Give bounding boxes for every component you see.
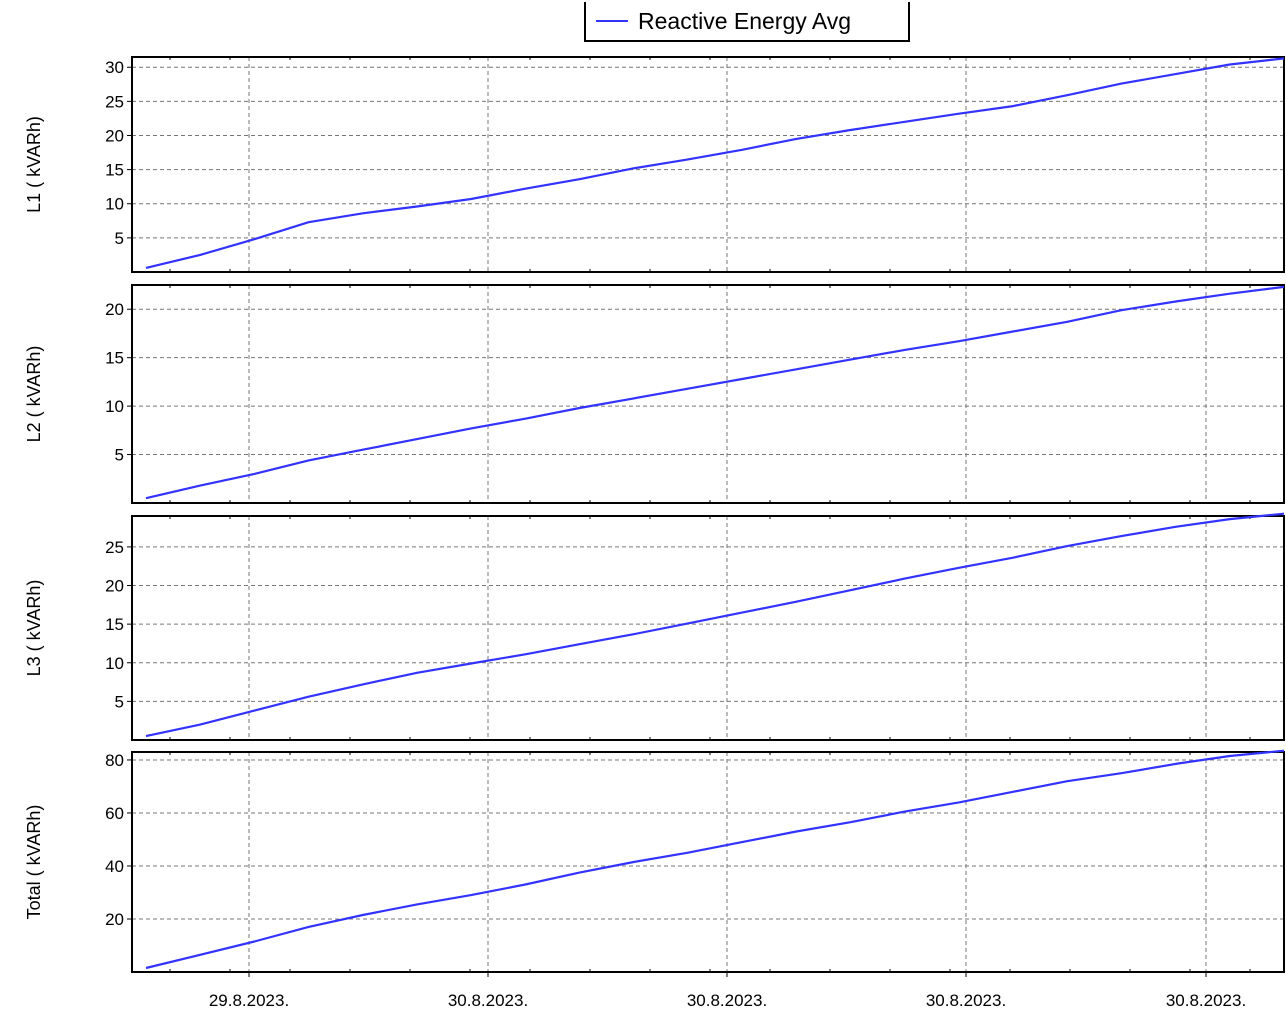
y-tick-label-2: 40 — [105, 857, 124, 876]
y-axis-label: L1 ( kVARh) — [24, 116, 44, 213]
y-axis-label: L3 ( kVARh) — [24, 580, 44, 677]
y-tick-label-6: 30 — [105, 58, 124, 77]
y-tick-label-4: 20 — [105, 126, 124, 145]
y-tick-label-2: 10 — [105, 195, 124, 214]
series-line-1 — [145, 57, 1285, 269]
y-tick-label-3: 60 — [105, 804, 124, 823]
series-line-1 — [145, 512, 1285, 738]
x-tick-label-4: 30.8.2023. — [926, 991, 1006, 1010]
chart-panel-1: 5 10 15 20 25 30 L1 ( kVARh) — [24, 56, 1285, 273]
x-tick-label-1: 29.8.2023. — [209, 991, 289, 1010]
y-tick-label-2: 10 — [105, 654, 124, 673]
x-tick-label-2: 30.8.2023. — [448, 991, 528, 1010]
y-axis-label: Total ( kVARh) — [24, 805, 44, 920]
y-tick-label-3: 15 — [105, 615, 124, 634]
plot-frame — [131, 515, 1285, 741]
y-tick-label-2: 10 — [105, 397, 124, 416]
chart-panel-2: 5 10 15 20 L2 ( kVARh) — [24, 284, 1285, 504]
chart-panel-3: 5 10 15 20 25 L3 ( kVARh) — [24, 512, 1285, 741]
y-tick-label-1: 5 — [115, 692, 124, 711]
legend: Reactive Energy Avg — [584, 2, 910, 42]
legend-label: Reactive Energy Avg — [638, 7, 852, 34]
y-tick-label-1: 5 — [115, 229, 124, 248]
y-tick-label-3: 15 — [105, 349, 124, 368]
series-line-1 — [145, 749, 1285, 970]
y-tick-label-4: 80 — [105, 751, 124, 770]
y-tick-label-1: 5 — [115, 446, 124, 465]
y-tick-label-3: 15 — [105, 161, 124, 180]
y-tick-label-1: 20 — [105, 910, 124, 929]
x-tick-label-3: 30.8.2023. — [687, 991, 767, 1010]
y-tick-label-4: 20 — [105, 577, 124, 596]
x-tick-label-5: 30.8.2023. — [1166, 991, 1246, 1010]
plot-frame — [131, 751, 1285, 973]
legend-line-swatch — [596, 20, 628, 22]
y-axis-label: L2 ( kVARh) — [24, 346, 44, 443]
plot-frame — [131, 56, 1285, 273]
y-tick-label-5: 25 — [105, 538, 124, 557]
y-tick-label-5: 25 — [105, 92, 124, 111]
series-line-1 — [145, 285, 1285, 500]
plot-frame — [131, 284, 1285, 504]
y-tick-label-4: 20 — [105, 300, 124, 319]
chart-panel-4: 20 40 60 80 Total ( kVARh) 29.8.2023. 30.8.202… — [24, 749, 1285, 1010]
